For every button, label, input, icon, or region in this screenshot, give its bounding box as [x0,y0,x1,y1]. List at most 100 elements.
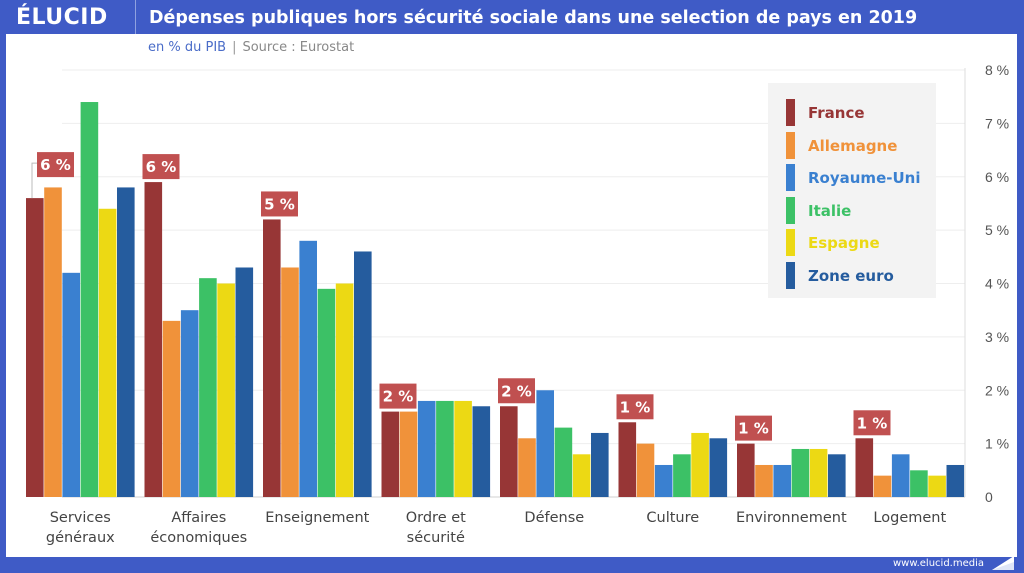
bar-allemagne [162,320,181,497]
source-label: Source : Eurostat [242,40,355,55]
value-label-box [37,152,74,178]
value-label-box [261,191,298,217]
bar-italie [436,400,454,497]
legend-swatch [786,164,795,191]
value-label-box [735,415,772,441]
legend-swatch [786,196,795,224]
bar-france [855,438,874,497]
legend: France Allemagne Royaume-Uni Italie Espagne Z… [768,83,936,298]
value-label: 1 % [857,414,888,432]
x-tick-label: généraux [46,530,115,546]
bar-royaume-uni [417,400,436,497]
y-tick-label: 6 % [985,169,1009,185]
x-tick-label: Défense [524,510,584,526]
y-tick-label: 5 % [985,222,1009,238]
bar-royaume-uni [180,310,199,497]
value-label: 6 % [40,156,71,174]
unit-label: en % du PIB [148,40,227,55]
chart-title: Dépenses publiques hors sécurité sociale… [149,8,918,28]
y-tick-label: 3 % [985,329,1009,345]
bar-royaume-uni [773,464,791,497]
value-label-box [379,383,417,409]
value-label-box [498,378,535,404]
bar-zone-euro [709,438,728,497]
bar-allemagne [636,443,655,497]
bar-allemagne [518,438,536,497]
x-tick-label: Culture [646,510,699,526]
bar-allemagne [281,267,299,497]
legend-swatch [786,99,795,126]
bar-espagne [809,448,828,497]
value-label: 2 % [383,388,414,406]
bar-espagne [691,432,709,497]
bar-france [381,411,400,497]
bar-espagne [335,283,354,497]
bar-france [263,219,281,497]
legend-swatch [786,229,795,256]
bar-zone-euro [117,187,135,498]
bar-france [618,422,637,497]
legend-label: Royaume-Uni [808,169,921,187]
x-tick-label: Affaires [171,510,226,526]
bar-espagne [928,475,946,497]
elucid-flag-icon [992,556,1014,570]
legend-label: France [808,104,865,122]
x-tick-label: sécurité [407,530,465,546]
bar-royaume-uni [891,454,910,497]
bar-royaume-uni [62,272,80,497]
y-tick-label: 0 [985,489,993,505]
legend-label: Allemagne [808,136,898,155]
bar-espagne [98,208,117,497]
bar-france [144,182,163,497]
value-label-box [142,154,180,180]
y-tick-label: 2 % [985,382,1009,398]
x-tick-label: Logement [873,510,946,526]
legend-label: Espagne [808,234,880,252]
bar-allemagne [399,411,418,497]
bar-espagne [572,454,591,497]
y-tick-label: 1 % [985,436,1009,452]
brand-logo: ÉLUCID [16,5,108,30]
bar-royaume-uni [299,240,317,498]
bar-zone-euro [591,432,609,497]
value-label-box [616,394,654,420]
value-label: 1 % [738,420,769,438]
value-label: 2 % [501,382,532,400]
legend-swatch [786,261,795,289]
value-label: 1 % [620,398,651,416]
bar-italie [199,278,217,497]
bar-italie [910,470,928,497]
bar-espagne [454,400,472,497]
bar-italie [673,454,691,497]
bar-italie [791,448,810,497]
legend-label: Zone euro [808,266,894,285]
bar-france [500,406,518,497]
bar-espagne [217,283,235,497]
legend-label: Italie [808,201,852,220]
annotation-leader-line [31,162,37,199]
chart-subtitle: en % du PIB | Source : Eurostat [148,40,354,55]
x-tick-label: Ordre et [406,510,466,526]
value-label-box [853,410,891,436]
bar-allemagne [755,464,773,497]
bar-royaume-uni [654,464,673,497]
x-tick-label: Environnement [736,510,847,526]
bar-allemagne [44,187,62,498]
x-tick-label: Enseignement [265,510,369,526]
bar-france [26,198,44,497]
y-tick-label: 4 % [985,276,1009,292]
x-tick-label: économiques [150,530,247,546]
bar-allemagne [873,475,892,497]
bar-italie [554,427,573,497]
value-label: 6 % [146,158,177,176]
y-tick-label: 8 % [985,62,1009,78]
bar-zone-euro [235,267,254,497]
y-tick-label: 7 % [985,115,1009,131]
value-label: 5 % [264,195,295,213]
bar-zone-euro [828,454,846,497]
bar-royaume-uni [536,390,554,497]
bar-zone-euro [354,251,372,497]
footer-url[interactable]: www.elucid.media [892,558,984,569]
bar-italie [317,288,336,497]
